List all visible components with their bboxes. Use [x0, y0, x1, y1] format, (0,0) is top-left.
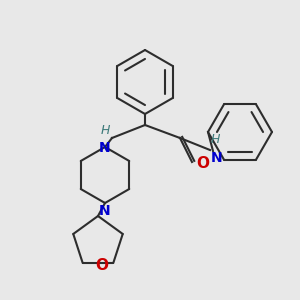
Text: O: O	[196, 157, 209, 172]
Text: H: H	[211, 133, 220, 146]
Text: N: N	[99, 204, 111, 218]
Text: N: N	[98, 141, 110, 155]
Text: N: N	[211, 151, 223, 165]
Text: H: H	[100, 124, 110, 137]
Text: O: O	[95, 257, 108, 272]
